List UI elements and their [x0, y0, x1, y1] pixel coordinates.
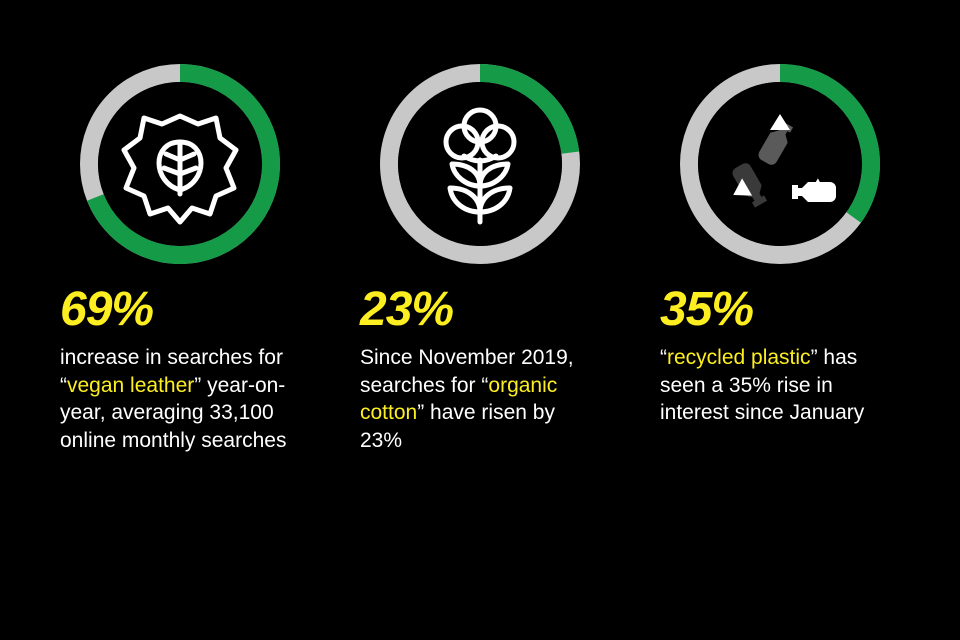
desc-organic-cotton: Since November 2019, searches for “organ…	[360, 344, 600, 455]
stat-card-vegan-leather: 69% increase in searches for “vegan leat…	[60, 64, 300, 455]
donut-organic-cotton	[380, 64, 580, 264]
stat-card-recycled-plastic: 35% “recycled plastic” has seen a 35% ri…	[660, 64, 900, 427]
desc-vegan-leather: increase in searches for “vegan leather”…	[60, 344, 300, 455]
desc-recycled-plastic: “recycled plastic” has seen a 35% rise i…	[660, 344, 900, 427]
stat-row: 69% increase in searches for “vegan leat…	[60, 64, 900, 455]
percent-vegan-leather: 69%	[60, 286, 153, 334]
donut-recycled-plastic	[680, 64, 880, 264]
stat-card-organic-cotton: 23% Since November 2019, searches for “o…	[360, 64, 600, 455]
percent-recycled-plastic: 35%	[660, 286, 753, 334]
donut-vegan-leather	[80, 64, 280, 264]
percent-organic-cotton: 23%	[360, 286, 453, 334]
